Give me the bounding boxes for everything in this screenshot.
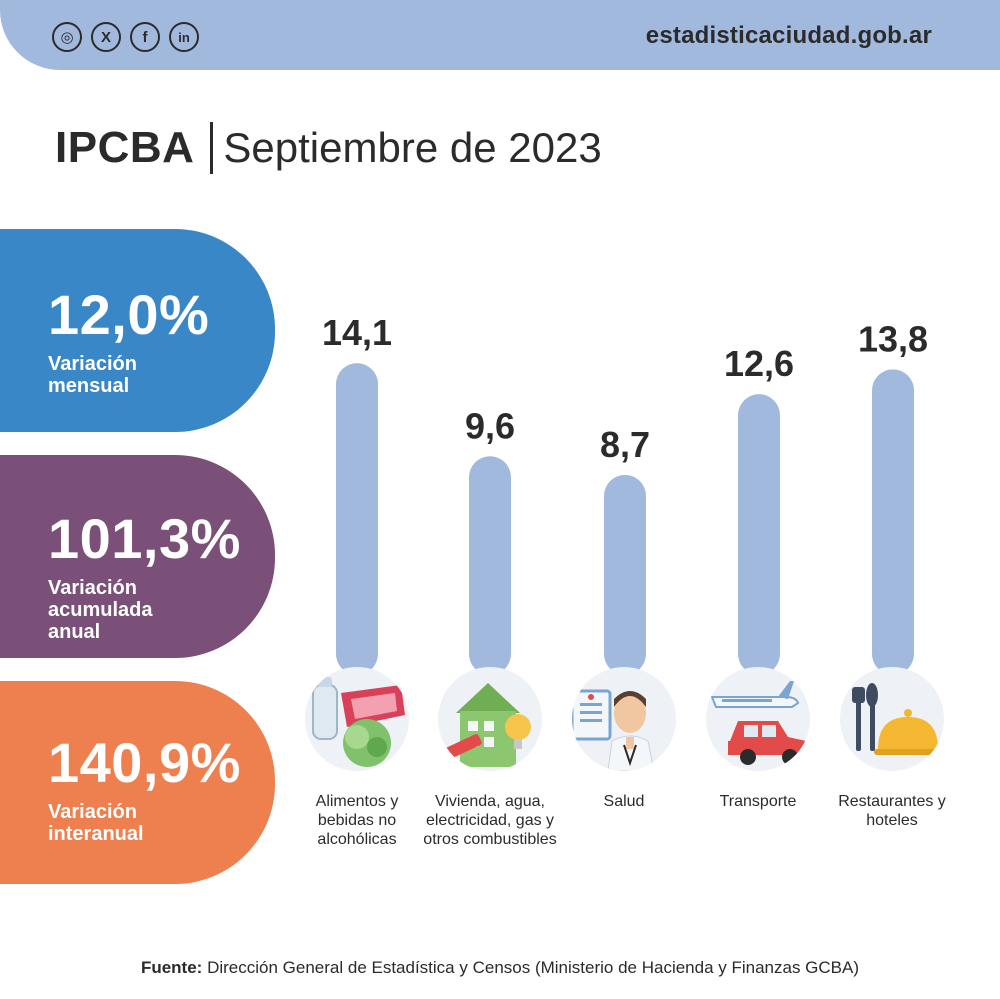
title-period: Septiembre de 2023 — [223, 124, 602, 171]
website-link[interactable]: estadisticaciudad.gob.ar — [645, 22, 932, 49]
bar-4 — [872, 369, 914, 675]
stat-cumulative-label: Variación acumulada anual — [48, 577, 153, 643]
category-label-0: Alimentos y bebidas no alcohólicas — [315, 793, 399, 848]
stat-interannual-label: Variación interanual — [48, 801, 144, 845]
category-label-3: Transporte — [719, 793, 797, 810]
house-icon — [438, 667, 542, 771]
title-main: IPCBA — [55, 123, 195, 172]
transport-icon — [706, 667, 810, 771]
source-note: Fuente: Dirección General de Estadística… — [0, 958, 1000, 978]
bar-value-label-0: 14,1 — [322, 312, 392, 353]
source-label: Fuente: — [140, 958, 203, 977]
stat-cumulative-value: 101,3% — [48, 507, 241, 570]
category-label-2: Salud — [603, 793, 645, 810]
title-divider — [210, 122, 214, 174]
facebook-icon[interactable]: f — [130, 22, 160, 52]
bar-1 — [469, 456, 511, 675]
stat-monthly-value: 12,0% — [48, 283, 210, 346]
bar-value-label-4: 13,8 — [858, 318, 928, 359]
food-icon — [305, 667, 409, 771]
stat-interannual: 140,9% Variación interanual — [0, 681, 275, 884]
bar-chart-svg: 14,1 9,6 8,7 12,6 13,8 — [322, 312, 928, 675]
stat-interannual-value: 140,9% — [48, 731, 241, 794]
bar-value-label-1: 9,6 — [465, 405, 515, 446]
bar-value-label-2: 8,7 — [600, 424, 650, 465]
bar-value-label-3: 12,6 — [724, 343, 794, 384]
bar-3 — [738, 394, 780, 675]
bar-2 — [604, 474, 646, 675]
stat-monthly-label: Variación mensual — [48, 353, 137, 397]
source-text: Dirección General de Estadística y Censo… — [207, 958, 860, 977]
category-label-4: Restaurantes y hoteles — [838, 793, 946, 829]
bar-0 — [336, 363, 378, 675]
category-label-1: Vivienda, agua, electricidad, gas y otro… — [423, 793, 557, 848]
stat-monthly: 12,0% Variación mensual — [0, 229, 275, 432]
linkedin-icon[interactable]: in — [169, 22, 199, 52]
page-title: IPCBA Septiembre de 2023 — [55, 122, 602, 174]
bar-chart: 14,1 9,6 8,7 12,6 13,8 — [290, 290, 980, 675]
doctor-icon — [572, 667, 676, 771]
stat-cumulative: 101,3% Variación acumulada anual — [0, 455, 275, 658]
instagram-icon[interactable]: ◎ — [52, 22, 82, 52]
header-banner: ◎ X f in estadisticaciudad.gob.ar — [0, 0, 1000, 70]
restaurant-icon — [840, 667, 944, 771]
x-icon[interactable]: X — [91, 22, 121, 52]
